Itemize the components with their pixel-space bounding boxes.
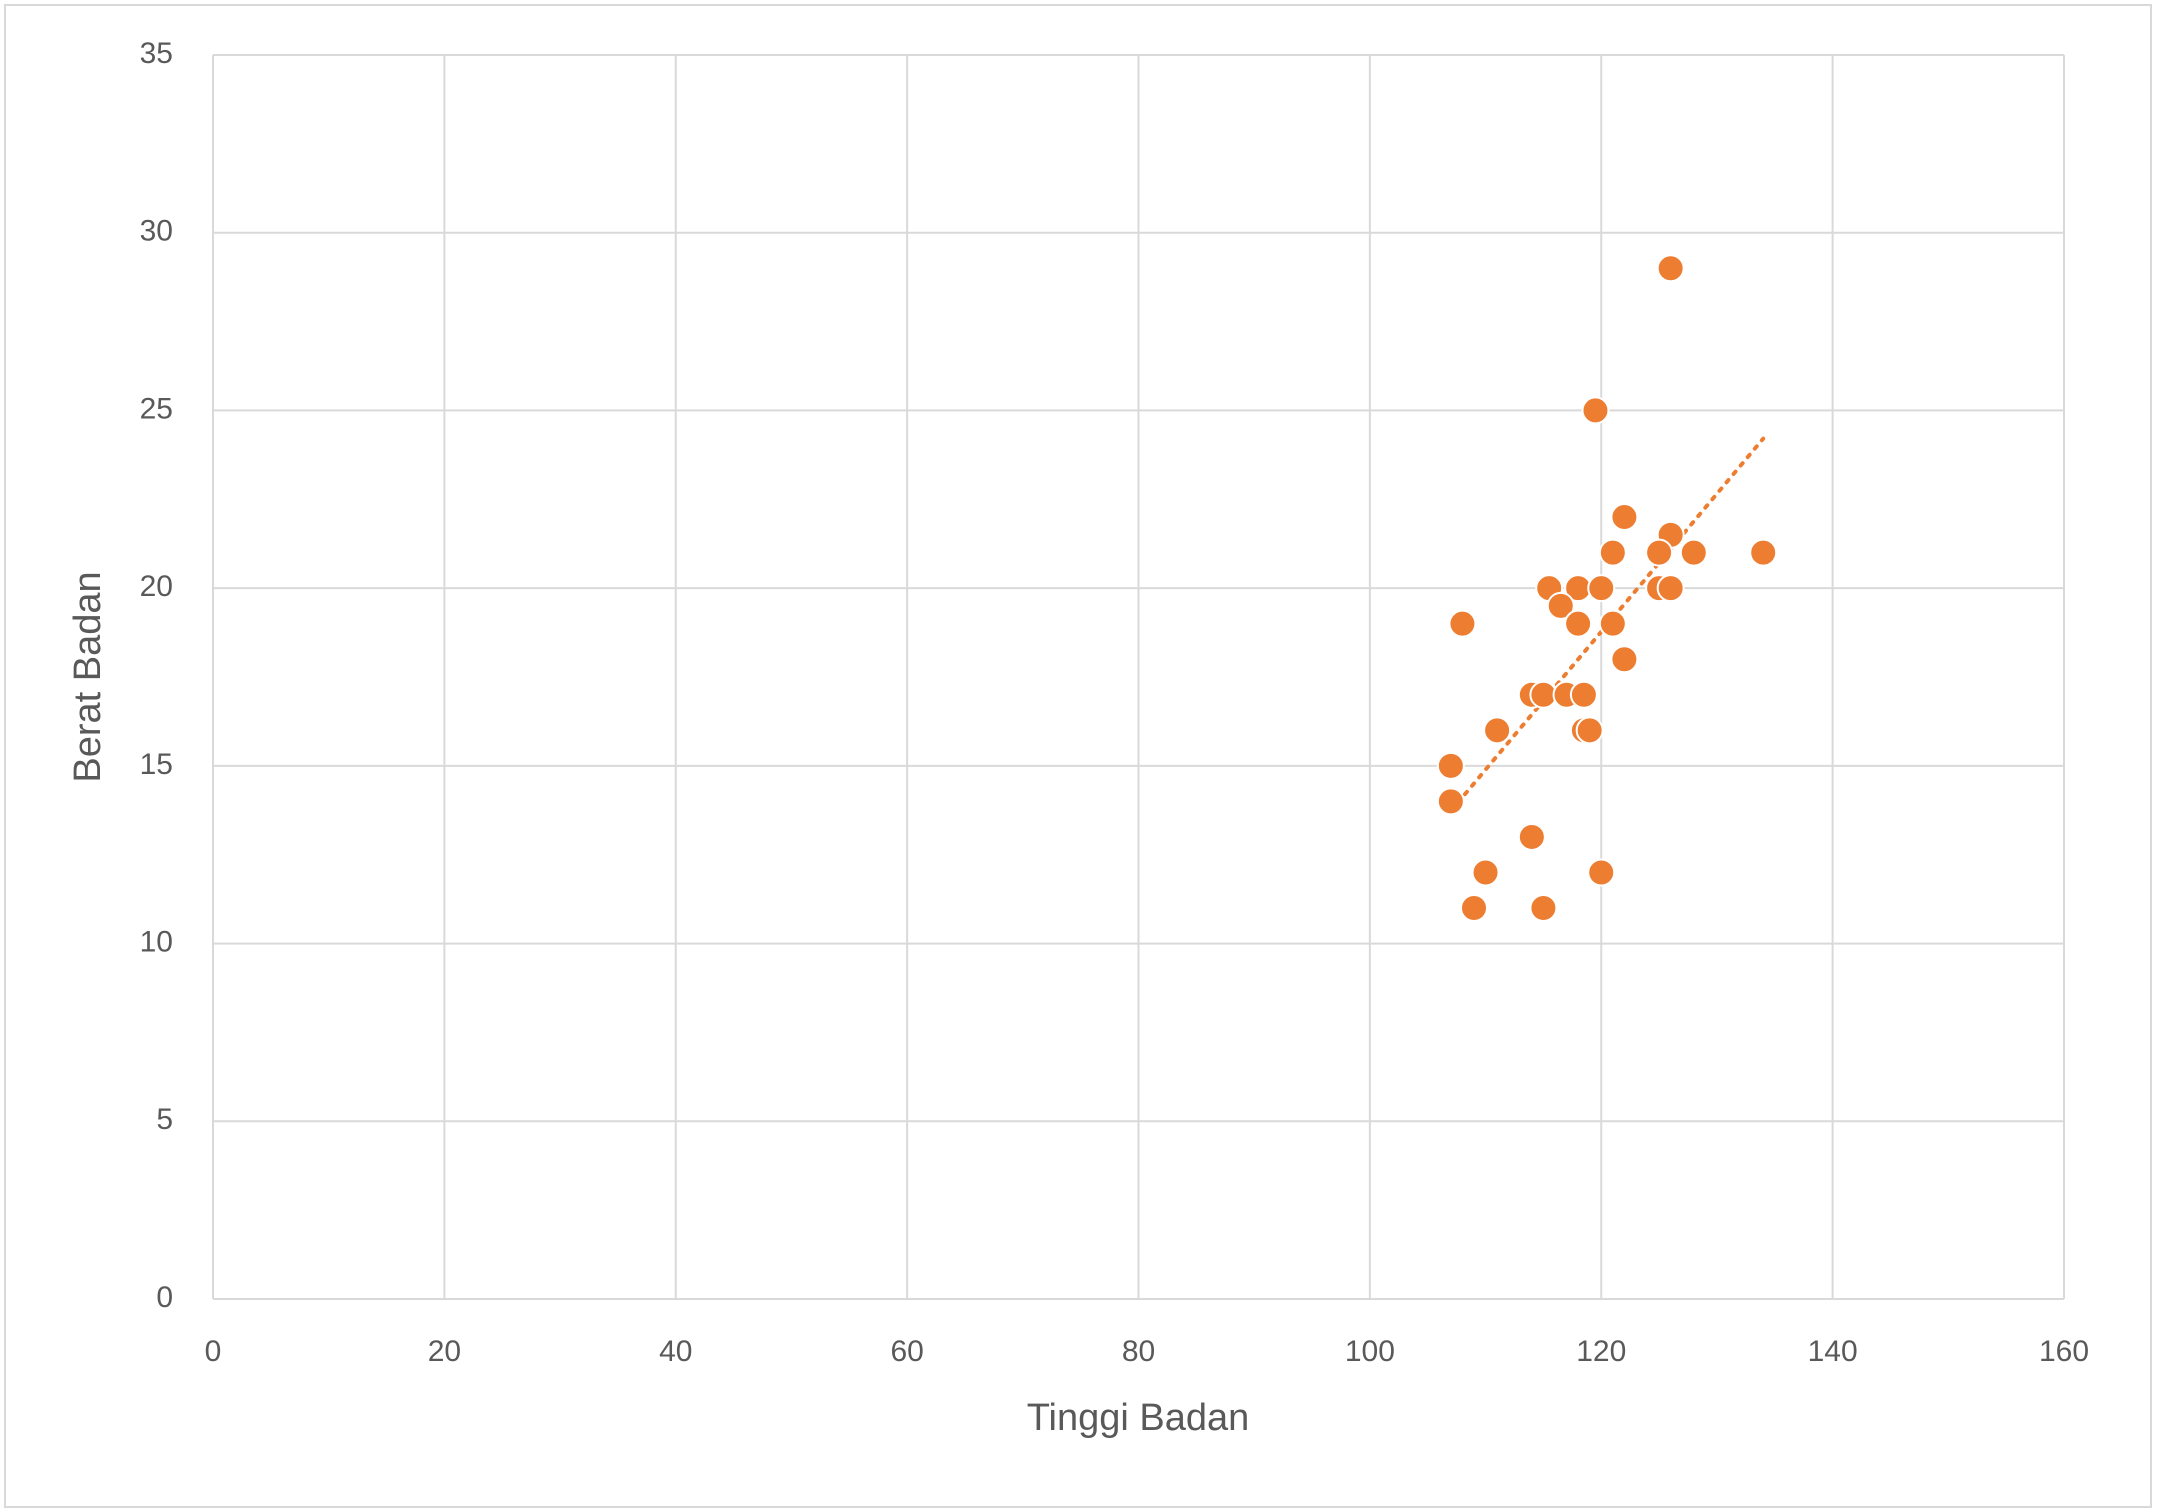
scatter-point: [1645, 538, 1674, 567]
scatter-point: [1598, 609, 1627, 638]
scatter-point: [1679, 538, 1708, 567]
scatter-point: [1529, 894, 1558, 923]
scatter-point: [1546, 591, 1575, 620]
scatter-point: [1587, 574, 1616, 603]
x-tick-label: 140: [1808, 1335, 1858, 1368]
y-tick-label: 15: [140, 748, 173, 781]
y-tick-label: 30: [140, 215, 173, 248]
x-tick-label: 120: [1576, 1335, 1626, 1368]
x-tick-label: 20: [428, 1335, 461, 1368]
scatter-point: [1581, 396, 1610, 425]
scatter-point: [1569, 680, 1598, 709]
scatter-point: [1587, 858, 1616, 887]
scatter-point: [1471, 858, 1500, 887]
scatter-point: [1575, 716, 1604, 745]
y-tick-label: 35: [140, 37, 173, 70]
scatter-point: [1436, 787, 1465, 816]
x-tick-label: 60: [890, 1335, 923, 1368]
x-tick-label: 100: [1345, 1335, 1395, 1368]
scatter-point: [1656, 574, 1685, 603]
x-axis-title: Tinggi Badan: [1027, 1397, 1250, 1439]
y-tick-label: 20: [140, 570, 173, 603]
scatter-point: [1610, 645, 1639, 674]
scatter-point: [1448, 609, 1477, 638]
x-tick-label: 160: [2039, 1335, 2089, 1368]
y-tick-label: 25: [140, 392, 173, 425]
scatter-point: [1656, 254, 1685, 283]
x-tick-label: 80: [1122, 1335, 1155, 1368]
scatter-point: [1529, 680, 1558, 709]
scatter-point: [1459, 894, 1488, 923]
chart-border: [4, 4, 2152, 1508]
x-tick-label: 0: [205, 1335, 222, 1368]
x-tick-label: 40: [659, 1335, 692, 1368]
scatter-point: [1749, 538, 1778, 567]
scatter-point: [1517, 822, 1546, 851]
scatter-point: [1564, 609, 1593, 638]
scatter-point: [1436, 751, 1465, 780]
scatter-point: [1483, 716, 1512, 745]
y-tick-label: 10: [140, 925, 173, 958]
y-tick-label: 5: [156, 1103, 173, 1136]
scatter-point: [1598, 538, 1627, 567]
y-tick-label: 0: [156, 1281, 173, 1314]
y-axis-title: Berat Badan: [67, 571, 109, 782]
scatter-point: [1610, 503, 1639, 532]
